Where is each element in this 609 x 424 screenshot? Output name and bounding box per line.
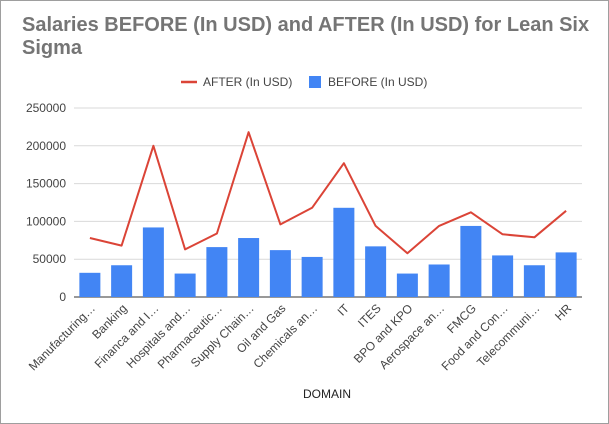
bar-before bbox=[238, 238, 260, 297]
x-tick-label: HR bbox=[552, 301, 574, 323]
y-tick-label: 150000 bbox=[26, 177, 66, 191]
x-tick-label: ITES bbox=[355, 301, 384, 330]
bar-before bbox=[460, 225, 482, 297]
bar-before bbox=[269, 250, 291, 297]
bar-series bbox=[79, 207, 577, 297]
bar-before bbox=[174, 273, 196, 297]
bar-before bbox=[555, 252, 577, 297]
bar-before bbox=[492, 255, 514, 297]
y-tick-label: 100000 bbox=[26, 214, 66, 228]
x-tick-label: Manufacturing… bbox=[26, 301, 98, 373]
bar-before bbox=[428, 264, 450, 297]
legend: AFTER (In USD) BEFORE (In USD) bbox=[181, 75, 427, 89]
bar-before bbox=[142, 227, 164, 297]
y-tick-label: 200000 bbox=[26, 139, 66, 153]
legend-before-swatch bbox=[309, 76, 321, 88]
y-tick-label: 0 bbox=[59, 290, 66, 304]
bar-before bbox=[301, 256, 323, 297]
line-after bbox=[89, 131, 567, 255]
y-tick-label: 50000 bbox=[33, 252, 67, 266]
y-axis-ticks: 0 50000 100000 150000 200000 250000 bbox=[26, 101, 66, 304]
bar-before bbox=[365, 246, 387, 297]
y-tick-label: 250000 bbox=[26, 101, 66, 115]
legend-before-label: BEFORE (In USD) bbox=[328, 75, 427, 89]
line-series bbox=[89, 131, 567, 255]
bar-before bbox=[396, 273, 418, 297]
bar-before bbox=[111, 265, 133, 297]
x-tick-label: IT bbox=[335, 301, 353, 319]
chart-title: Salaries BEFORE (In USD) and AFTER (In U… bbox=[22, 14, 590, 59]
x-axis-title: DOMAIN bbox=[303, 387, 351, 401]
bar-before bbox=[333, 207, 355, 297]
bar-before bbox=[79, 272, 101, 297]
bar-before bbox=[523, 265, 545, 297]
bar-before bbox=[206, 247, 228, 297]
legend-after-label: AFTER (In USD) bbox=[203, 75, 292, 89]
